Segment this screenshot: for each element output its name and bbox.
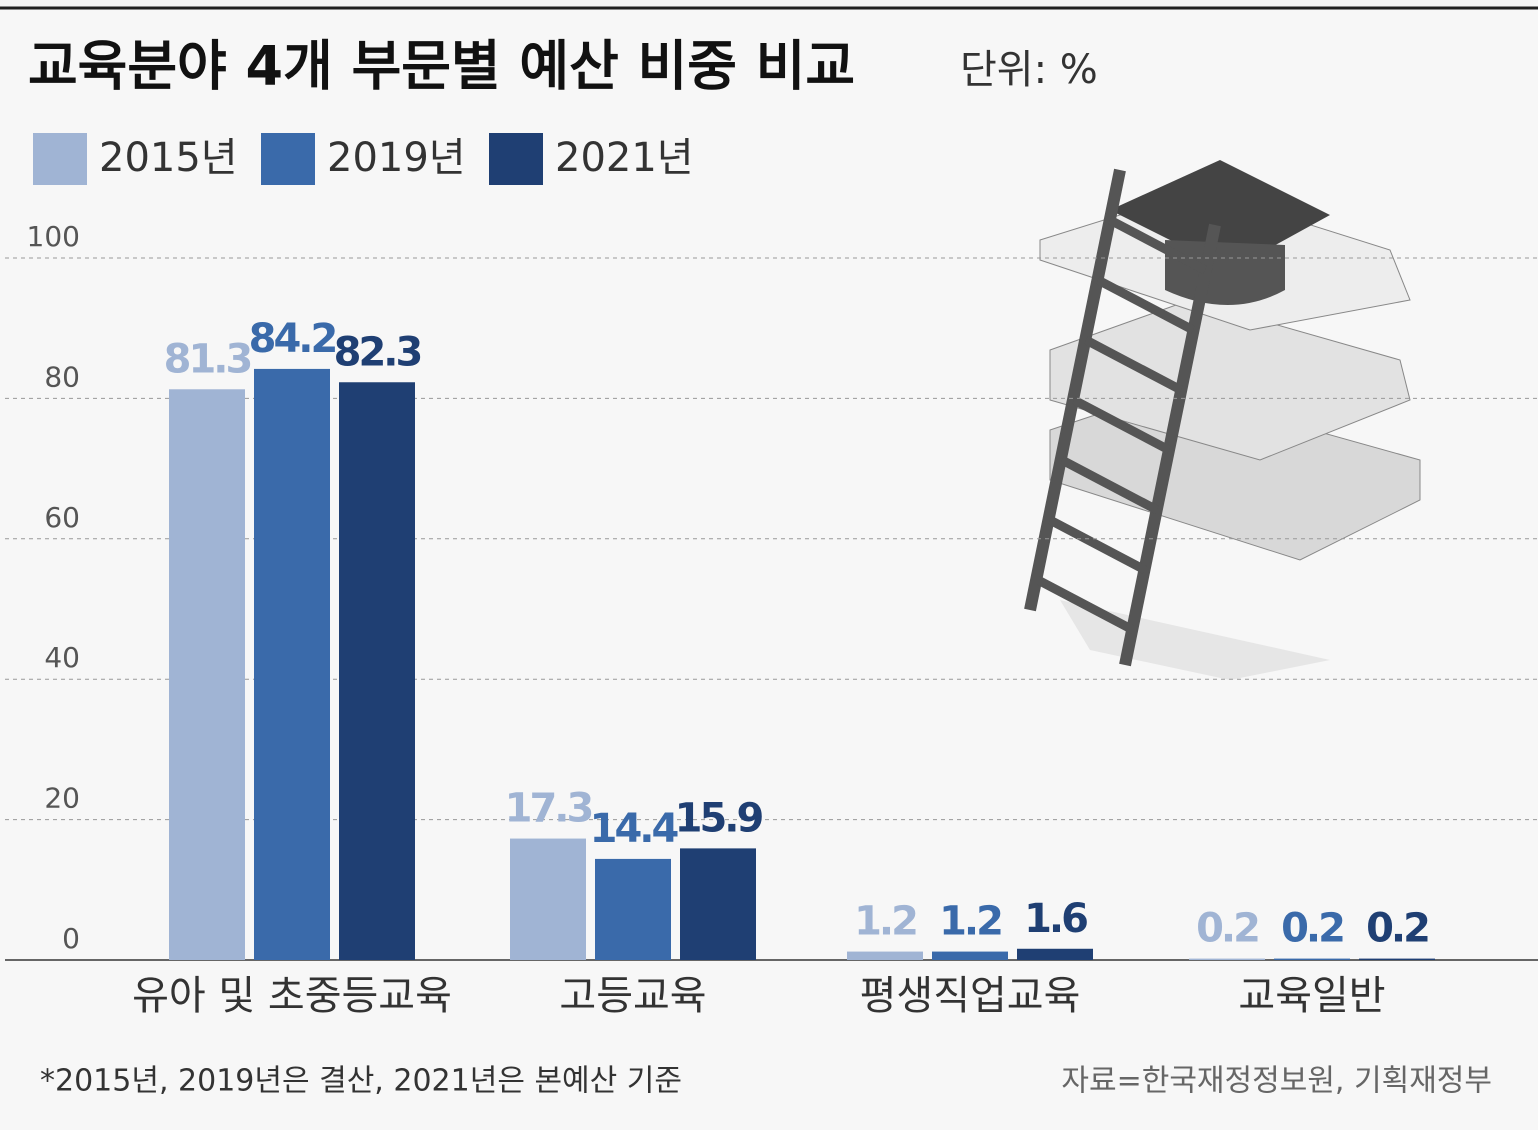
unit-label: 단위: % [960, 47, 1098, 93]
ladder-rail [1119, 223, 1221, 667]
book [1049, 299, 1411, 461]
y-tick-label: 60 [44, 501, 80, 534]
chart-title: 교육분야 4개 부문별 예산 비중 비교 [28, 35, 855, 98]
y-tick-label: 80 [44, 360, 80, 393]
bar [595, 858, 671, 960]
y-tick-label: 20 [44, 782, 80, 815]
value-label: 81.3 [164, 336, 251, 382]
value-label: 0.2 [1196, 906, 1258, 952]
x-tick-label: 교육일반 [1238, 973, 1385, 1019]
illustration [1024, 160, 1421, 680]
legend-swatch [261, 133, 315, 185]
value-label: 1.2 [854, 899, 916, 945]
source: 자료=한국재정정보원, 기획재정부 [1061, 1064, 1492, 1099]
bar [510, 838, 586, 960]
bar [932, 951, 1008, 960]
value-label: 0.2 [1366, 906, 1428, 952]
bar [254, 368, 330, 960]
bar [1017, 948, 1093, 960]
y-tick-label: 0 [62, 922, 80, 955]
x-tick-label: 유아 및 초중등교육 [132, 973, 452, 1019]
value-label: 84.2 [249, 316, 336, 362]
value-label: 0.2 [1281, 906, 1343, 952]
bar [1359, 958, 1435, 960]
value-label: 15.9 [675, 795, 763, 841]
legend-label: 2019년 [327, 135, 466, 181]
legend-label: 2015년 [99, 135, 238, 181]
y-tick-label: 40 [44, 641, 80, 674]
bar [339, 382, 415, 960]
value-label: 17.3 [505, 786, 592, 832]
ladder-rail [1024, 168, 1126, 612]
x-tick-label: 고등교육 [559, 973, 706, 1019]
bar [169, 389, 245, 960]
value-label: 1.6 [1024, 896, 1087, 942]
value-label: 1.2 [939, 899, 1001, 945]
legend-swatch [489, 133, 543, 185]
y-tick-label: 100 [27, 220, 80, 253]
bar [680, 848, 756, 960]
x-tick-label: 평생직업교육 [860, 973, 1081, 1019]
ladder-rungs [1035, 216, 1208, 634]
cap [1110, 160, 1330, 270]
shadow [1060, 600, 1330, 680]
value-label: 14.4 [590, 806, 678, 852]
bar [1189, 958, 1265, 960]
cap-base [1165, 240, 1285, 305]
legend-label: 2021년 [555, 135, 694, 181]
legend-swatch [33, 133, 87, 185]
bar [847, 951, 923, 960]
footnote: *2015년, 2019년은 결산, 2021년은 본예산 기준 [40, 1064, 682, 1099]
bar [1274, 958, 1350, 960]
value-label: 82.3 [334, 329, 421, 375]
